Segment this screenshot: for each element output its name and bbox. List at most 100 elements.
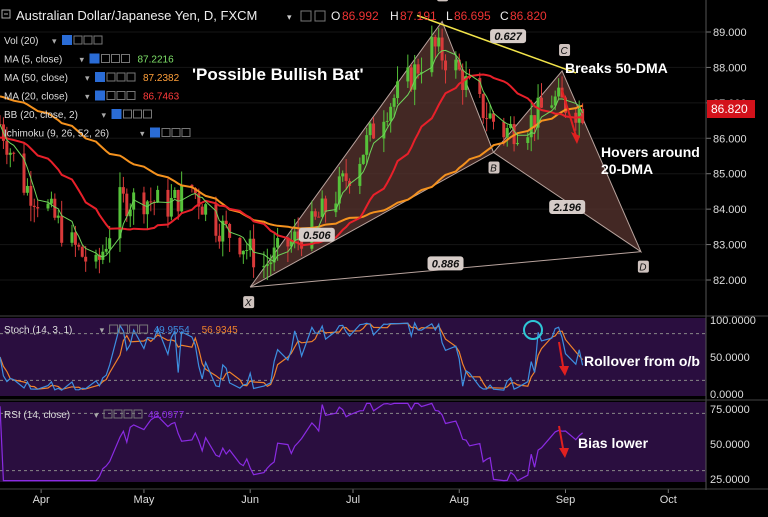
ratio-box (549, 200, 586, 215)
candle-body (502, 121, 506, 138)
candle-body (12, 152, 16, 154)
candle-body (358, 163, 362, 186)
candle-body (53, 198, 57, 218)
time-tick-label: Jun (241, 494, 259, 506)
candle-body (142, 192, 146, 215)
indicator-value: 86.7463 (143, 92, 180, 103)
candle-body (166, 189, 170, 217)
candle-body (437, 37, 441, 47)
candle-body (563, 97, 567, 113)
indicator-row[interactable]: BB (20, close, 2) ▾ (4, 109, 152, 121)
eye-icon (62, 35, 72, 45)
breaks-annotation: Breaks 50-DMA (565, 60, 668, 76)
indicator-row[interactable]: Ichimoku (9, 26, 52, 26) ▾ (4, 127, 191, 140)
candle-body (488, 113, 492, 119)
candle-body (320, 198, 324, 217)
candle-body (296, 231, 300, 239)
candle-body (193, 188, 197, 194)
candle-body (70, 232, 74, 243)
candle-body (581, 108, 585, 124)
legend-dropdown-icon: ▾ (100, 325, 105, 335)
candle-body (214, 204, 218, 236)
high-label: H (390, 9, 399, 23)
candle-body (241, 250, 245, 255)
candle-body (245, 250, 249, 252)
candle-body (509, 124, 513, 128)
legend-value: 49.9554 (154, 325, 191, 336)
stoch-tick-label: 100.0000 (710, 315, 756, 327)
candle-body (529, 115, 533, 138)
candle-body (416, 64, 420, 74)
indicator-row[interactable]: MA (5, close) ▾ 87.2216 (4, 53, 174, 66)
candle-body (286, 238, 290, 247)
resistance-trendline (416, 14, 577, 74)
eye-icon (95, 72, 105, 82)
candle-body (49, 198, 53, 204)
time-tick-label: May (134, 494, 155, 506)
candle-body (478, 78, 482, 95)
stoch-d-line (0, 322, 584, 391)
candle-body (481, 94, 485, 119)
stoch-tick-label: 0.0000 (710, 389, 744, 401)
price-tick-label: 88.000 (713, 62, 747, 74)
stoch-overbought-circle (523, 320, 543, 340)
candle-body (104, 248, 108, 252)
candle-body (73, 232, 77, 245)
symbol-title[interactable]: Australian Dollar/Japanese Yen, D, FXCM (16, 8, 257, 23)
candle-body (97, 254, 101, 260)
candle-body (396, 81, 400, 99)
point-label-box-d (637, 260, 649, 273)
indicator-dropdown-icon: ▾ (85, 92, 90, 102)
candle-body (8, 152, 12, 155)
indicator-tool-icon (123, 109, 132, 119)
candle-body (464, 76, 468, 90)
indicator-row[interactable]: MA (20, close) ▾ 86.7463 (4, 90, 180, 103)
indicator-tool-icon (161, 128, 171, 137)
candle-body (22, 153, 26, 193)
candle-body (430, 36, 434, 73)
candle-body (46, 203, 50, 209)
price-tick-label: 84.000 (713, 204, 747, 216)
candle-body (372, 123, 376, 139)
candle-body (262, 265, 266, 268)
price-tick-label: 89.000 (713, 27, 747, 39)
candle-body (221, 220, 225, 242)
candle-body (526, 137, 530, 143)
indicator-dropdown-icon: ▾ (85, 73, 90, 83)
time-tick-label: Jul (346, 494, 360, 506)
candle-body (533, 115, 537, 128)
indicator-tool-icon (101, 54, 110, 63)
collapse-icon[interactable] (1, 9, 11, 19)
header-icons[interactable] (300, 10, 326, 22)
point-label-b: B (490, 163, 497, 174)
candle-body (121, 187, 125, 194)
candle-body (492, 113, 496, 122)
eye-icon (95, 90, 105, 101)
hovers-annotation-line: 20-DMA (601, 161, 653, 177)
indicator-row[interactable]: Vol (20) ▾ (4, 35, 103, 47)
legend-tool-icon (139, 324, 149, 334)
rsi-legend-label: RSI (14, close) (4, 410, 70, 421)
candle-body (84, 256, 88, 262)
hovers-annotation-line: Hovers around (601, 144, 700, 160)
indicator-tool-icon (93, 35, 103, 45)
candles (0, 25, 585, 280)
indicator-label: MA (20, close) (4, 92, 68, 103)
candle-body (317, 216, 321, 218)
legend-value: 56.9345 (202, 325, 239, 336)
indicator-legend: Vol (20) ▾ MA (5, close) ▾ 87.2216 MA (50, cl… (4, 35, 191, 140)
legend-tool-icon (133, 409, 143, 419)
stoch-tick-label: 50.0000 (710, 352, 750, 364)
symbol-dropdown-icon[interactable]: ▾ (287, 12, 292, 22)
indicator-label: Vol (20) (4, 36, 38, 47)
indicator-label: MA (5, close) (4, 55, 62, 66)
indicator-label: Ichimoku (9, 26, 52, 26) (4, 129, 109, 140)
last-price-value: 86.820 (711, 102, 748, 116)
open-label: O (331, 9, 340, 23)
price-tick-label: 83.000 (713, 240, 747, 252)
indicator-row[interactable]: MA (50, close) ▾ 87.2382 (4, 72, 180, 84)
low-label: L (446, 9, 453, 23)
candle-body (413, 64, 417, 90)
candle-body (197, 193, 201, 207)
